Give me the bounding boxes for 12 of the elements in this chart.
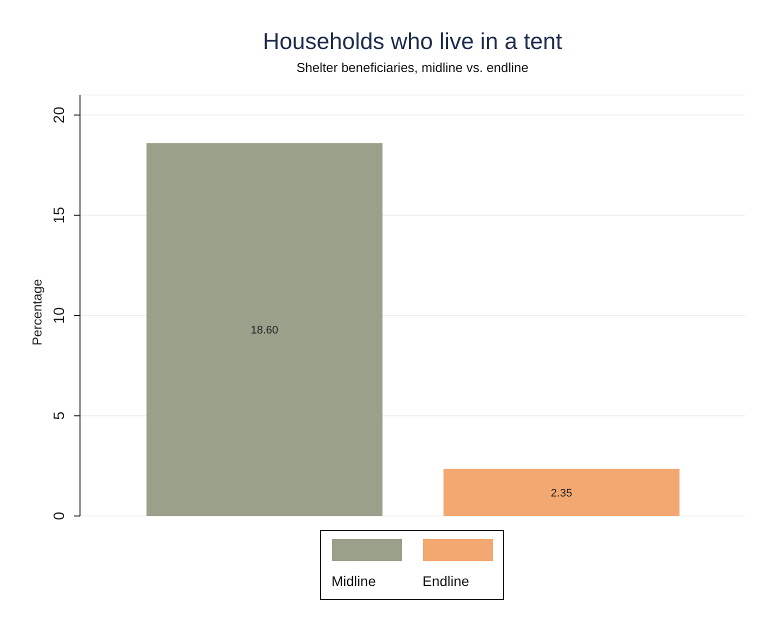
data-label: 2.35 <box>550 487 572 500</box>
data-label: 18.60 <box>250 324 278 336</box>
chart-title: Households who live in a tent <box>262 28 564 55</box>
legend-label: Endline <box>422 573 470 589</box>
chart-subtitle: Shelter beneficiaries, midline vs. endline <box>296 60 530 75</box>
y-tick-label: 10 <box>51 307 68 324</box>
y-tick-label: 5 <box>51 412 68 420</box>
y-axis-title: Percentage <box>30 279 45 346</box>
y-tick-label: 15 <box>51 206 68 224</box>
legend-label: Midline <box>332 573 376 589</box>
y-tick-label: 0 <box>51 512 68 520</box>
y-tick-label: 20 <box>51 106 68 124</box>
